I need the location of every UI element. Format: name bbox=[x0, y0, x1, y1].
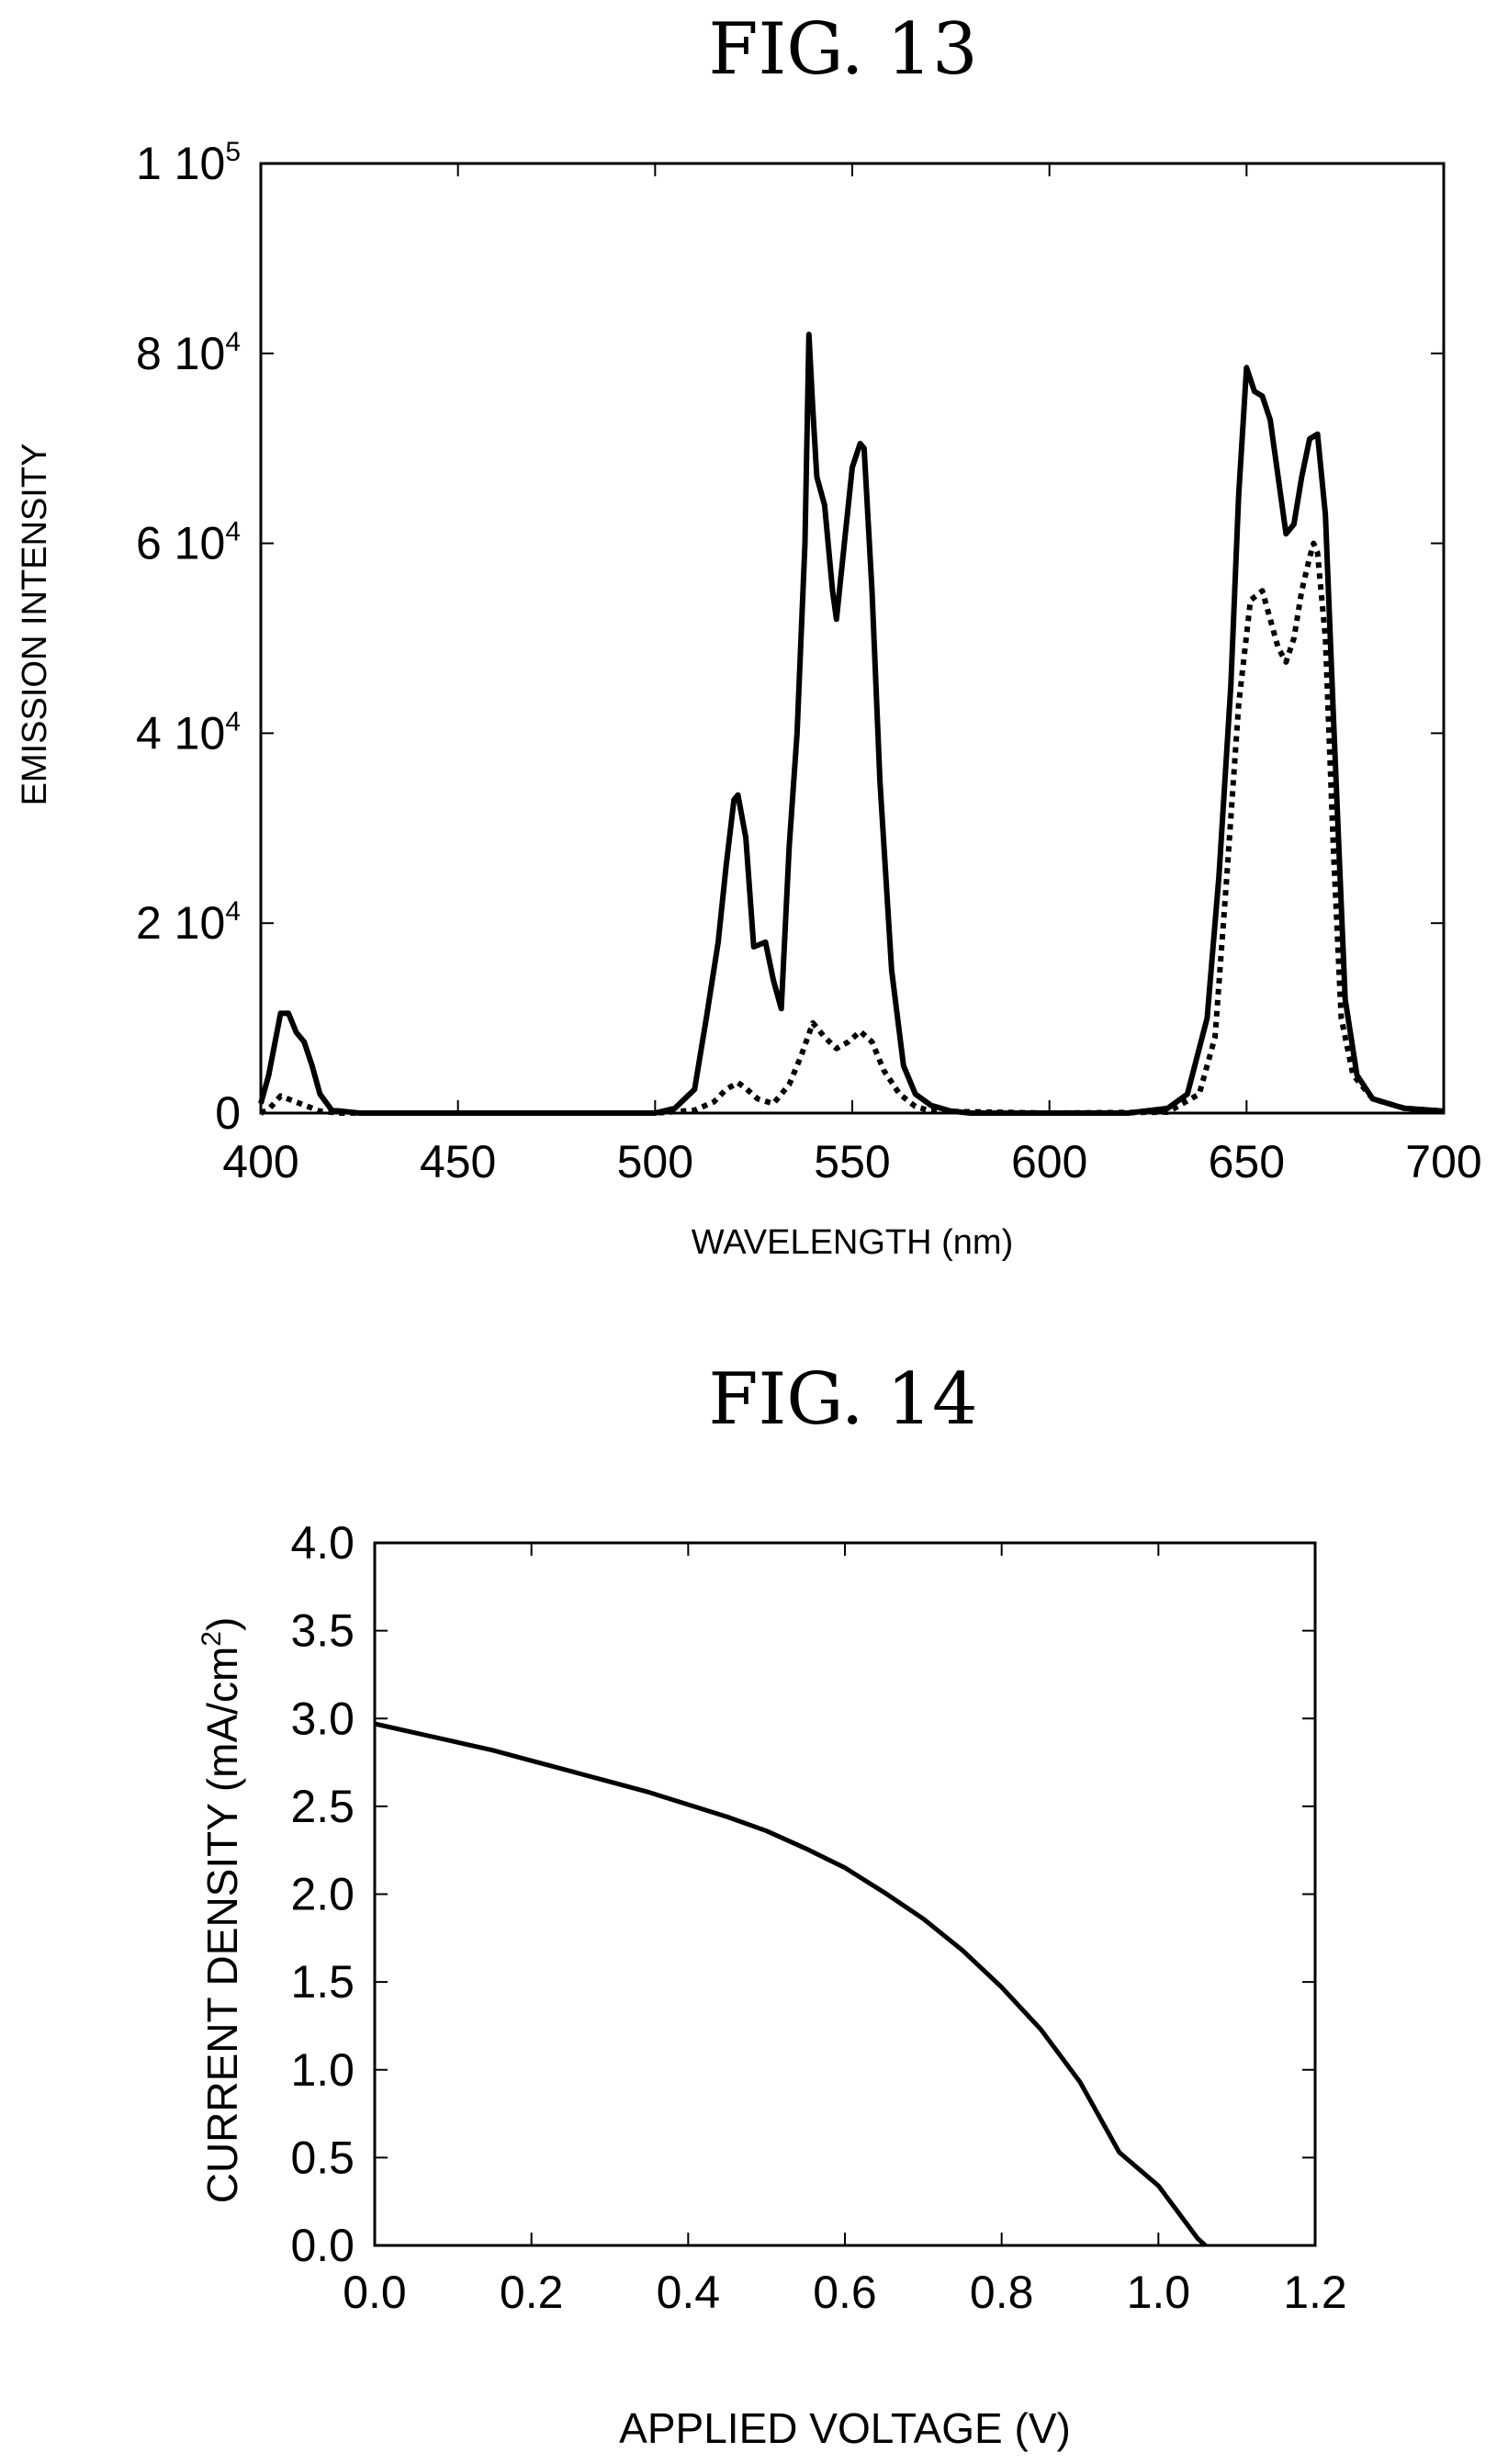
x-tick-label: 0.2 bbox=[500, 2267, 564, 2318]
y-tick-label-base: 8 10 bbox=[136, 328, 225, 379]
series-line-dotted bbox=[259, 540, 1445, 1116]
y-tick-label: 3.0 bbox=[290, 1693, 354, 1744]
x-tick-label: 650 bbox=[1209, 1136, 1285, 1187]
figure-14: FIG. 14 0.0 0.2 0.4 0.6 0.8 1.0 1.2 0.0 0.5 1.0 1… bbox=[0, 1322, 1508, 2464]
axis-ticks bbox=[374, 1542, 1316, 2246]
x-tick-label: 1.0 bbox=[1127, 2267, 1191, 2318]
y-tick-label: 0 bbox=[215, 1087, 241, 1139]
x-tick-label: 0.8 bbox=[970, 2267, 1034, 2318]
plot-frame bbox=[259, 162, 1446, 1115]
data-series bbox=[258, 332, 1445, 1116]
x-tick-label: 0.0 bbox=[343, 2267, 407, 2318]
y-axis-label-close: ) bbox=[198, 1617, 246, 1631]
y-tick-label-base: 6 10 bbox=[136, 518, 225, 569]
chart-title: FIG. 13 bbox=[708, 8, 977, 91]
y-axis-label: CURRENT DENSITY (mA/cm2) bbox=[197, 1617, 246, 2204]
y-tick-label-exponent: 4 bbox=[225, 327, 241, 357]
y-tick-label: 1.0 bbox=[290, 2044, 354, 2096]
x-tick-label: 0.6 bbox=[813, 2267, 877, 2318]
y-tick-label: 0.5 bbox=[290, 2132, 354, 2183]
x-tick-label: 400 bbox=[222, 1136, 298, 1187]
y-tick-label: 2 104 bbox=[136, 896, 241, 949]
x-tick-label: 550 bbox=[814, 1136, 890, 1187]
y-tick-label: 0.0 bbox=[290, 2220, 354, 2271]
y-tick-label: 3.5 bbox=[290, 1605, 354, 1657]
x-tick-label: 1.2 bbox=[1283, 2267, 1347, 2318]
y-tick-label-base: 4 10 bbox=[136, 707, 225, 759]
y-tick-label: 2.5 bbox=[290, 1781, 354, 1832]
y-tick-label: 2.0 bbox=[290, 1869, 354, 1920]
y-tick-label-exponent: 5 bbox=[225, 137, 241, 167]
x-tick-label: 500 bbox=[617, 1136, 693, 1187]
y-tick-label-base: 2 10 bbox=[136, 897, 225, 949]
y-axis-label-superscript: 2 bbox=[197, 1631, 227, 1647]
axis-ticks bbox=[260, 163, 1445, 1114]
x-tick-labels: 0.0 0.2 0.4 0.6 0.8 1.0 1.2 bbox=[343, 2267, 1347, 2318]
y-tick-label-base: 1 10 bbox=[136, 138, 225, 189]
y-tick-label: 4.0 bbox=[290, 1517, 354, 1569]
x-axis-label: WAVELENGTH (nm) bbox=[692, 1223, 1013, 1262]
x-tick-label: 0.4 bbox=[657, 2267, 721, 2318]
current-voltage-chart: FIG. 14 0.0 0.2 0.4 0.6 0.8 1.0 1.2 0.0 0.5 1.0 1… bbox=[197, 1358, 1347, 2452]
y-tick-label: 4 104 bbox=[136, 706, 241, 759]
x-tick-label: 600 bbox=[1011, 1136, 1087, 1187]
chart-title: FIG. 14 bbox=[708, 1358, 977, 1441]
y-tick-label-exponent: 4 bbox=[225, 896, 241, 927]
y-tick-label: 1 105 bbox=[136, 137, 241, 189]
series-line-solid bbox=[258, 332, 1445, 1116]
y-tick-label-exponent: 4 bbox=[225, 517, 241, 547]
data-series bbox=[374, 1721, 1208, 2247]
y-axis-label: EMISSION INTENSITY bbox=[16, 444, 54, 806]
y-tick-label: 6 104 bbox=[136, 517, 241, 569]
y-tick-label-exponent: 4 bbox=[225, 706, 241, 737]
x-axis-label: APPLIED VOLTAGE (V) bbox=[619, 2404, 1071, 2452]
series-line-solid bbox=[374, 1721, 1208, 2247]
y-tick-label: 1.5 bbox=[290, 1956, 354, 2008]
y-tick-labels: 0.0 0.5 1.0 1.5 2.0 2.5 3.0 3.5 4.0 bbox=[290, 1517, 354, 2271]
y-tick-label: 8 104 bbox=[136, 327, 241, 379]
x-tick-label: 450 bbox=[420, 1136, 496, 1187]
x-tick-label: 700 bbox=[1405, 1136, 1481, 1187]
x-tick-labels: 400 450 500 550 600 650 700 bbox=[222, 1136, 1481, 1187]
y-axis-label-text: CURRENT DENSITY (mA/cm bbox=[198, 1647, 246, 2204]
y-tick-label-base: 0 bbox=[215, 1087, 241, 1139]
plot-frame bbox=[373, 1541, 1317, 2247]
